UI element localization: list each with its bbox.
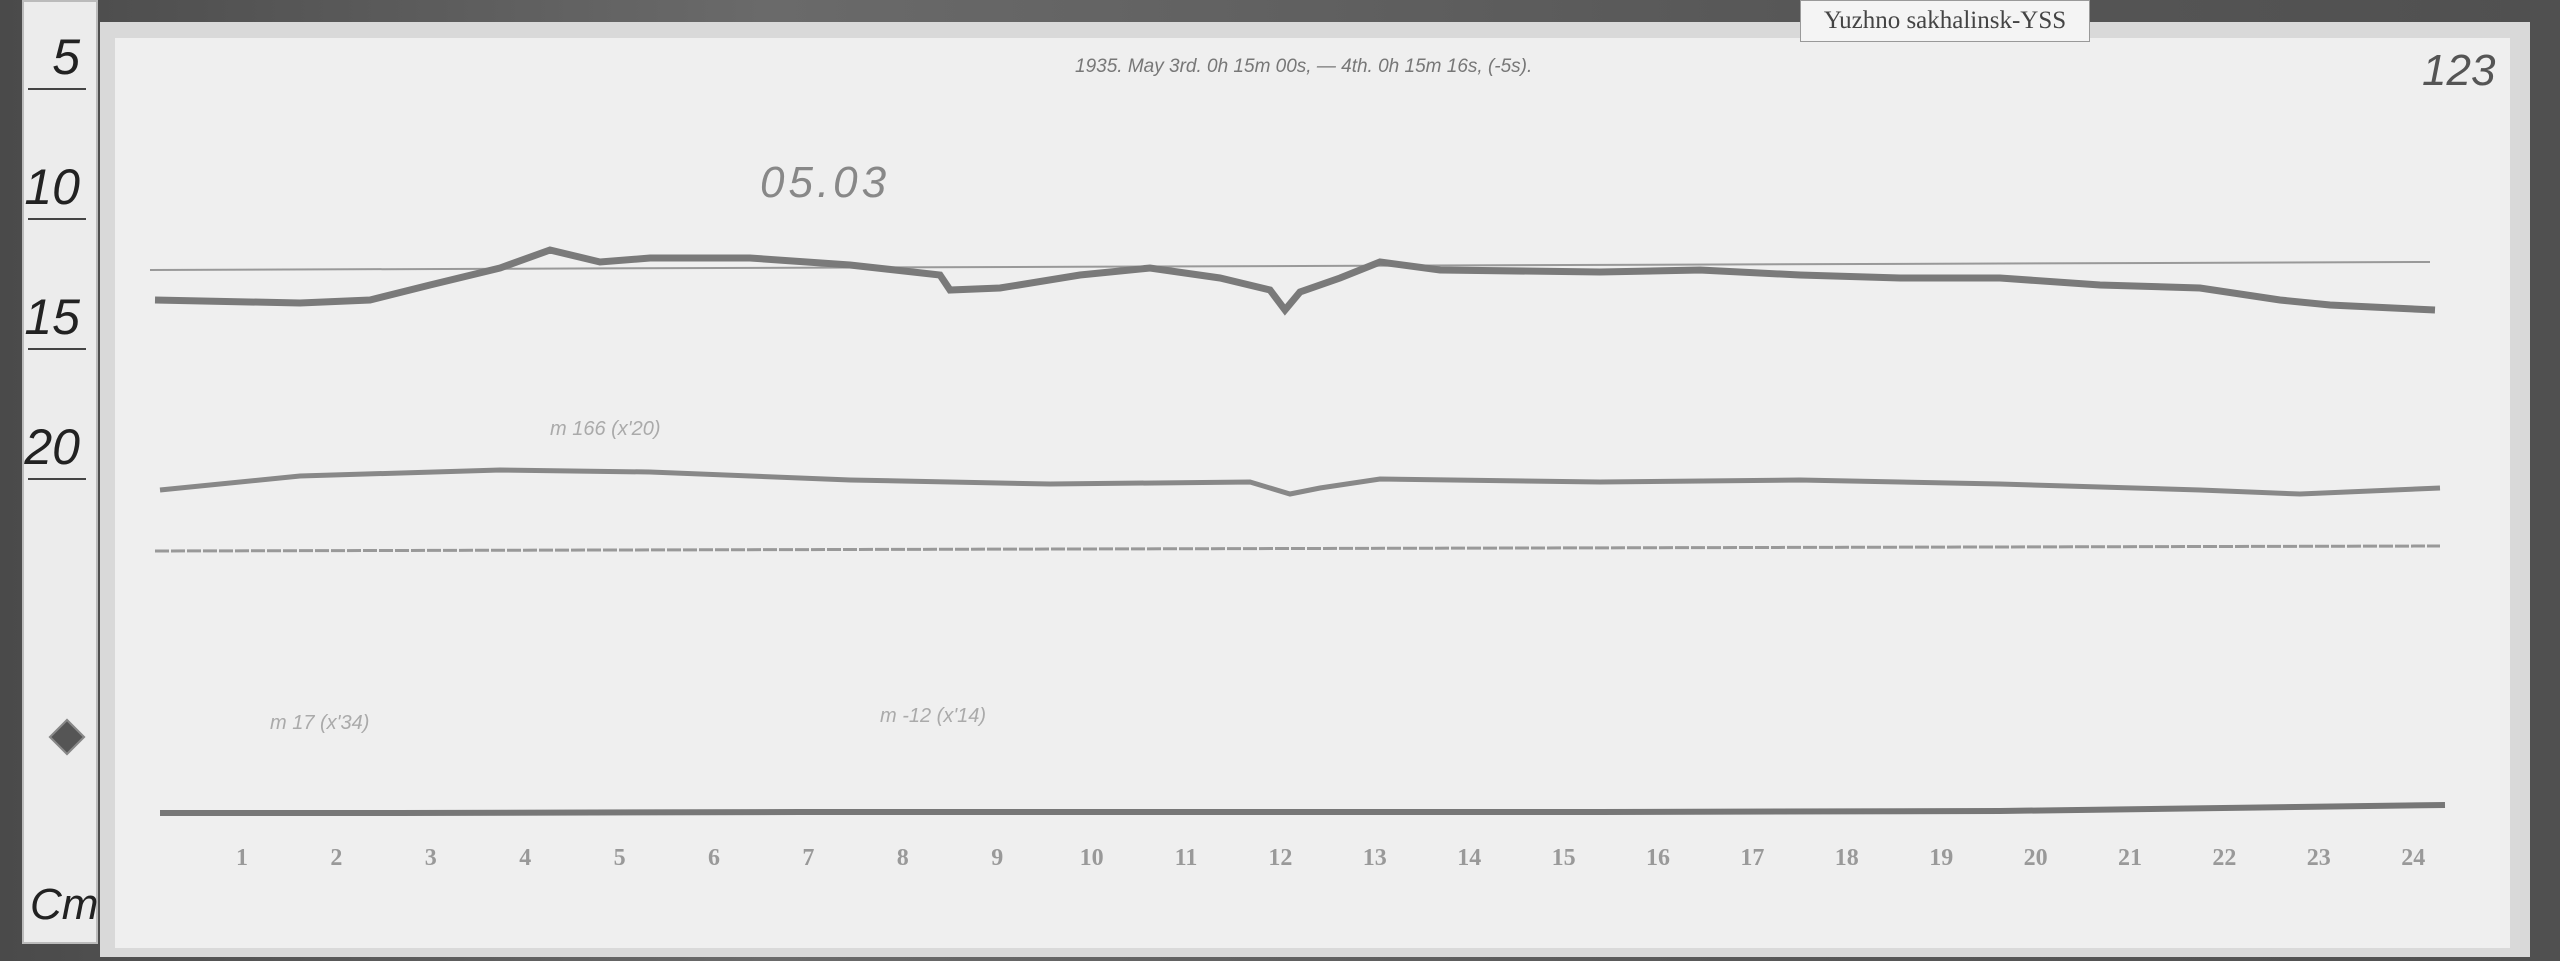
hour-label: 24 <box>2401 845 2426 871</box>
hour-label: 9 <box>991 845 1004 871</box>
hour-label: 14 <box>1457 845 1482 871</box>
hour-label: 8 <box>896 845 909 871</box>
hour-label: 19 <box>1929 845 1954 871</box>
ruler-cell: 20 <box>24 350 86 480</box>
hour-label: 7 <box>802 845 815 871</box>
hour-label: 11 <box>1174 845 1198 871</box>
trace-horizontal <box>159 467 2441 497</box>
cm-ruler: 5 10 15 20 Cm <box>22 0 98 944</box>
ruler-mark: 20 <box>24 419 80 475</box>
hour-label: 10 <box>1079 845 1104 871</box>
ruler-cell: 10 <box>24 90 86 220</box>
trace-vertical <box>160 802 2446 816</box>
magnetogram-paper <box>115 38 2510 948</box>
hour-label: 21 <box>2118 845 2142 871</box>
hour-label: 6 <box>708 845 720 871</box>
baseline-top <box>149 261 2431 271</box>
hour-label: 13 <box>1362 845 1387 871</box>
hour-label: 16 <box>1646 845 1670 871</box>
hour-label: 23 <box>2306 845 2331 871</box>
hour-label: 2 <box>330 845 343 871</box>
station-label: Yuzhno sakhalinsk-YSS <box>1800 0 2090 42</box>
baseline-middle <box>154 544 2441 553</box>
date-note: 05.03 <box>760 158 891 207</box>
hour-label: 5 <box>613 845 626 871</box>
hour-label: 18 <box>1834 845 1859 871</box>
hour-label: 12 <box>1268 845 1293 871</box>
hour-label: 3 <box>424 845 437 871</box>
ruler-unit: Cm <box>30 880 99 929</box>
hour-label: 4 <box>519 845 532 871</box>
hour-label: 20 <box>2023 845 2048 871</box>
ruler-mark: 5 <box>52 29 80 85</box>
hour-label: 17 <box>1740 845 1765 871</box>
ruler-cell: 15 <box>24 220 86 350</box>
ruler-cell: 5 <box>28 2 86 90</box>
record-header: 1935. May 3rd. 0h 15m 00s, — 4th. 0h 15m… <box>1075 56 1533 77</box>
pencil-note: m 166 (x'20) <box>550 418 661 440</box>
ruler-mark: 15 <box>24 289 80 345</box>
hour-label: 1 <box>236 845 248 871</box>
pencil-note: m -12 (x'14) <box>880 705 987 727</box>
pencil-note: m 17 (x'34) <box>270 712 370 734</box>
trace-declination <box>154 246 2436 316</box>
ruler-mark: 10 <box>24 159 80 215</box>
hour-label: 22 <box>2212 845 2237 871</box>
hour-label: 15 <box>1551 845 1576 871</box>
page-number: 123 <box>2422 46 2496 95</box>
